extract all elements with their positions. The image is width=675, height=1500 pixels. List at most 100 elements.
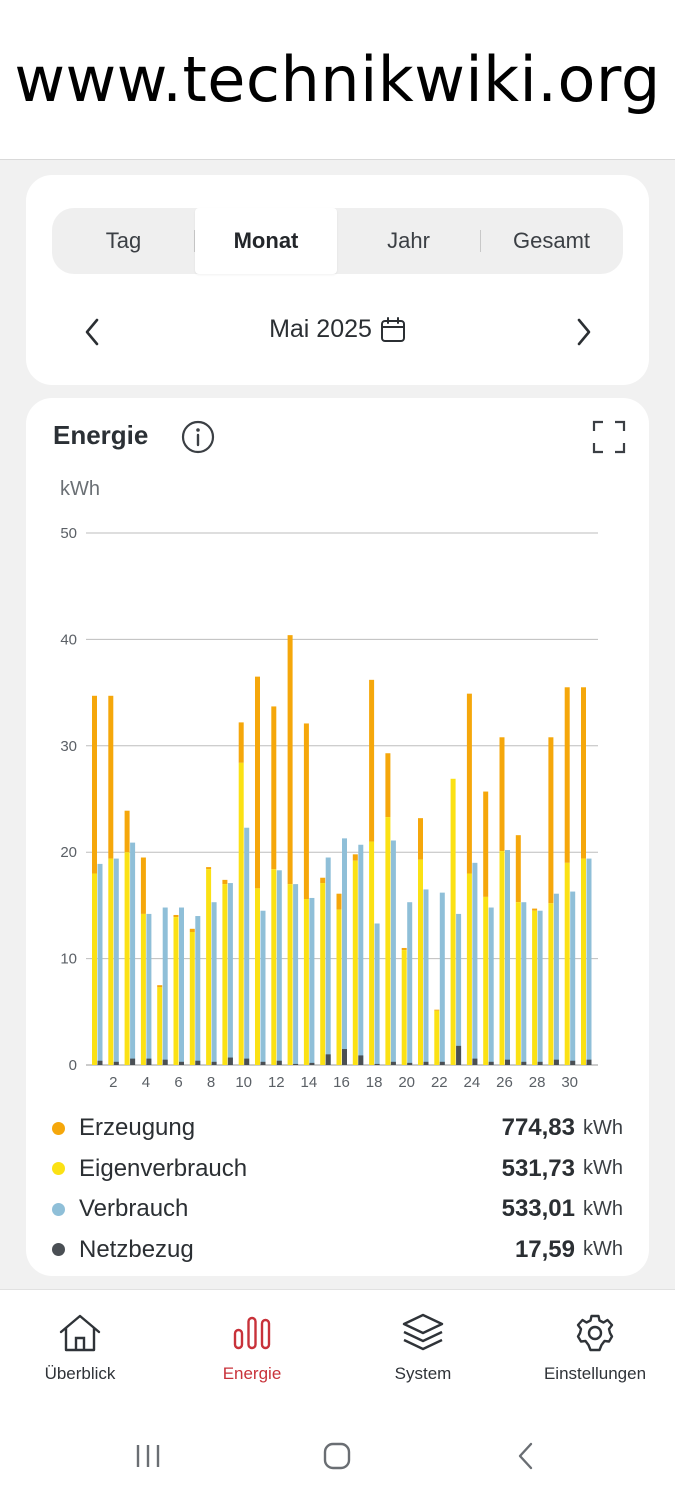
bar-netzbezug (195, 1060, 201, 1065)
period-selector[interactable]: Mai 2025 (26, 315, 649, 344)
bar-verbrauch (521, 902, 527, 1065)
bar-verbrauch (570, 891, 576, 1065)
bar-erzeugung (206, 867, 212, 870)
bar-erzeugung (564, 687, 570, 863)
bar-verbrauch (146, 913, 152, 1065)
previous-period-button[interactable] (72, 312, 112, 352)
nav-einstellungen[interactable]: Einstellungen (511, 1290, 675, 1415)
legend-item-netzbezug: Netzbezug 17,59 kWh (52, 1230, 623, 1271)
bar-verbrauch (227, 883, 233, 1065)
legend-dot-netzbezug (52, 1243, 65, 1257)
bar-netzbezug (309, 1062, 315, 1065)
bar-erzeugung (92, 695, 97, 874)
bar-verbrauch (488, 907, 494, 1065)
bar-netzbezug (227, 1057, 233, 1065)
bar-erzeugung (189, 928, 195, 932)
fullscreen-icon[interactable] (592, 420, 626, 454)
tab-gesamt[interactable]: Gesamt (512, 228, 591, 253)
tab-jahr[interactable]: Jahr (387, 228, 430, 253)
bar-eigenverbrauch (173, 917, 179, 1065)
x-tick-label: 30 (561, 1074, 578, 1091)
android-home-button[interactable] (312, 1436, 362, 1476)
bar-eigenverbrauch (287, 884, 293, 1065)
legend-item-verbrauch: Verbrauch 533,01 kWh (52, 1189, 623, 1230)
bar-eigenverbrauch (450, 778, 456, 1065)
bar-verbrauch (179, 907, 184, 1065)
bar-eigenverbrauch (418, 859, 423, 1065)
bar-eigenverbrauch (238, 762, 244, 1065)
nav-energie[interactable]: Energie (168, 1290, 336, 1415)
home-circle-icon (323, 1442, 351, 1470)
bar-verbrauch (260, 910, 266, 1065)
bar-verbrauch (195, 916, 201, 1065)
bar-netzbezug (586, 1059, 592, 1065)
bar-erzeugung (108, 695, 114, 859)
chevron-left-icon (85, 318, 99, 346)
bar-netzbezug (325, 1054, 331, 1065)
bar-eigenverbrauch (92, 873, 97, 1065)
legend-dot-eigenverbrauch (52, 1162, 65, 1176)
bar-erzeugung (222, 879, 228, 885)
legend-item-eigenverbrauch: Eigenverbrauch 531,73 kWh (52, 1149, 623, 1190)
next-period-button[interactable] (564, 312, 604, 352)
bar-eigenverbrauch (189, 932, 195, 1065)
x-tick-label: 16 (333, 1074, 350, 1091)
android-back-button[interactable] (501, 1436, 551, 1476)
x-tick-label: 12 (268, 1074, 285, 1091)
nav-label: Einstellungen (543, 1364, 647, 1383)
bar-netzbezug (407, 1062, 413, 1065)
bar-erzeugung (336, 893, 342, 910)
x-tick-label: 20 (398, 1074, 415, 1091)
bar-chart-icon (233, 1316, 271, 1350)
bar-erzeugung (548, 737, 554, 904)
legend-unit: kWh (583, 1157, 623, 1180)
bar-verbrauch (309, 897, 315, 1065)
info-icon[interactable] (181, 420, 215, 454)
legend-unit: kWh (583, 1197, 623, 1220)
tab-tag[interactable]: Tag (105, 228, 142, 253)
bar-erzeugung (385, 753, 391, 818)
bar-erzeugung (515, 835, 521, 903)
bar-netzbezug (342, 1049, 347, 1065)
bar-verbrauch (211, 902, 217, 1065)
nav-system[interactable]: System (339, 1290, 507, 1415)
bar-erzeugung (532, 908, 538, 911)
chart-title: Energie (53, 420, 149, 450)
bar-verbrauch (244, 827, 250, 1065)
bar-verbrauch (342, 838, 347, 1065)
bar-erzeugung (255, 676, 260, 889)
bar-netzbezug (276, 1060, 282, 1065)
bar-eigenverbrauch (564, 862, 570, 1065)
back-icon (518, 1442, 533, 1470)
x-tick-label: 14 (301, 1074, 318, 1091)
bar-verbrauch (374, 923, 380, 1065)
x-tick-label: 26 (496, 1074, 513, 1091)
bar-eigenverbrauch (499, 851, 505, 1065)
recent-apps-icon (136, 1445, 160, 1467)
bar-eigenverbrauch (483, 896, 489, 1065)
recent-apps-button[interactable] (123, 1436, 173, 1476)
bar-verbrauch (162, 907, 168, 1065)
bar-verbrauch (113, 858, 119, 1065)
bar-eigenverbrauch (548, 903, 554, 1065)
bar-eigenverbrauch (222, 884, 228, 1065)
bar-netzbezug (211, 1061, 217, 1065)
nav-ueberblick[interactable]: Überblick (0, 1290, 164, 1415)
android-navigation-bar (0, 1414, 675, 1500)
watermark-text: www.technikwiki.org (14, 43, 661, 116)
period-card: Tag Monat Jahr Gesamt Mai 2025 (26, 175, 649, 385)
legend-item-erzeugung: Erzeugung 774,83 kWh (52, 1108, 623, 1149)
bar-eigenverbrauch (255, 888, 260, 1065)
calendar-icon (380, 316, 405, 342)
tab-monat[interactable]: Monat (195, 208, 337, 274)
bar-erzeugung (434, 1009, 440, 1011)
tab-divider (480, 230, 481, 252)
bar-netzbezug (553, 1059, 559, 1065)
bar-netzbezug (244, 1058, 250, 1065)
bar-eigenverbrauch (401, 950, 407, 1065)
legend-value: 774,83 (501, 1114, 575, 1142)
bar-verbrauch (553, 893, 559, 1065)
bar-netzbezug (390, 1061, 396, 1065)
chevron-right-icon (577, 318, 591, 346)
